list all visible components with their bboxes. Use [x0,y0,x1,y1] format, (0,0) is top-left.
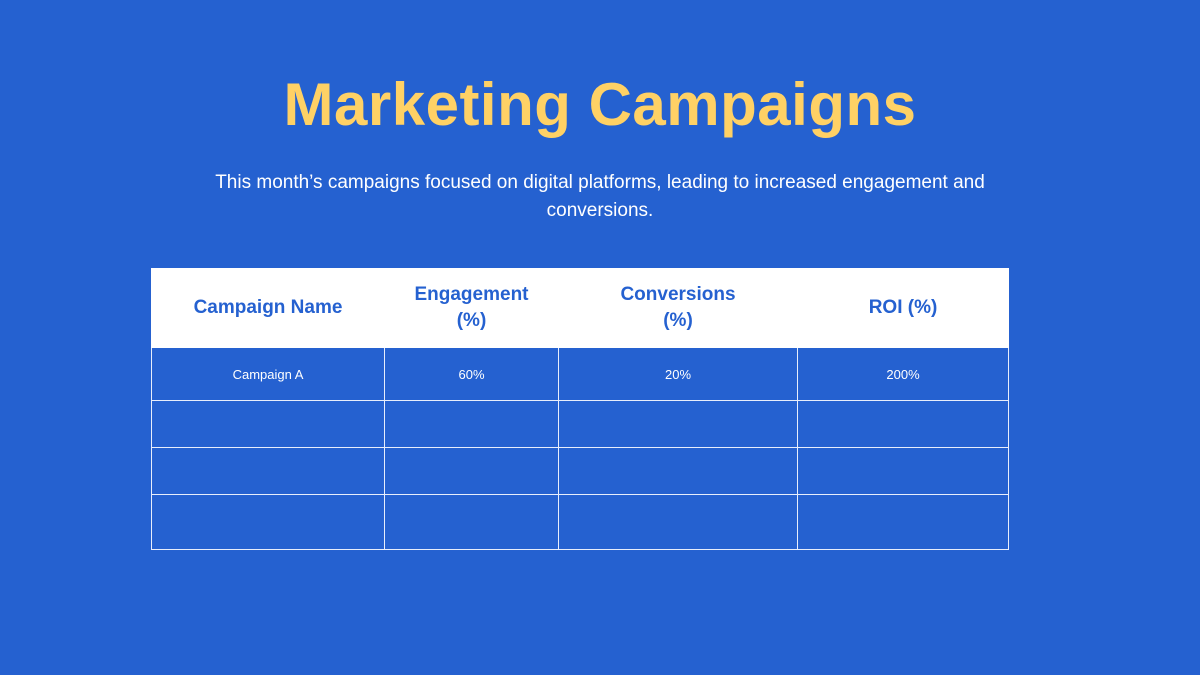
cell [384,494,559,550]
cell [797,494,1009,550]
campaigns-table: Campaign Name Engagement (%) Conversions… [151,268,1009,550]
cell: 200% [797,347,1009,401]
header-campaign-name: Campaign Name [151,268,385,348]
table-row [151,447,1009,495]
cell [558,400,798,448]
cell: 20% [558,347,798,401]
cell [151,400,385,448]
header-engagement: Engagement (%) [384,268,559,348]
header-roi: ROI (%) [797,268,1009,348]
cell [151,494,385,550]
cell [558,447,798,495]
table-row [151,494,1009,550]
cell: Campaign A [151,347,385,401]
page-title: Marketing Campaigns [283,71,917,138]
cell: 60% [384,347,559,401]
table-row: Campaign A 60% 20% 200% [151,347,1009,401]
cell [151,447,385,495]
cell [558,494,798,550]
cell [384,447,559,495]
table-row [151,400,1009,448]
table-header-row: Campaign Name Engagement (%) Conversions… [151,268,1009,348]
cell [797,447,1009,495]
cell [797,400,1009,448]
page-subtitle: This month’s campaigns focused on digita… [215,172,985,221]
header-conversions: Conversions (%) [558,268,798,348]
cell [384,400,559,448]
